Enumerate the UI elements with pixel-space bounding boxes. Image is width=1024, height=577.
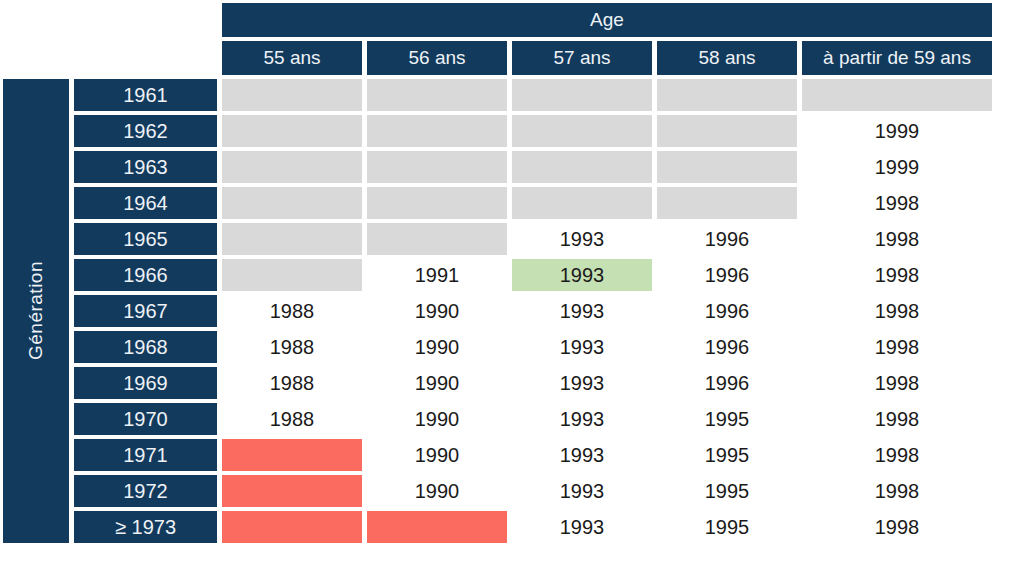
table-cell (367, 223, 507, 255)
column-header: 58 ans (657, 41, 797, 75)
table-cell (222, 223, 362, 255)
table-cell (367, 115, 507, 147)
table-cell: 1988 (222, 295, 362, 327)
row-label: 1965 (74, 223, 217, 255)
table-cell: 1991 (367, 259, 507, 291)
table-cell: 1998 (802, 367, 992, 399)
table-cell: 1990 (367, 367, 507, 399)
table-cell (367, 79, 507, 111)
row-label: 1972 (74, 475, 217, 507)
table-cell: 1993 (512, 331, 652, 363)
table-cell (367, 187, 507, 219)
table-cell: 1995 (657, 475, 797, 507)
table-cell (367, 151, 507, 183)
table-cell: 1995 (657, 439, 797, 471)
table-cell: 1998 (802, 223, 992, 255)
table-cell: 1990 (367, 439, 507, 471)
row-label: 1970 (74, 403, 217, 435)
row-label: ≥ 1973 (74, 511, 217, 543)
table-cell: 1996 (657, 367, 797, 399)
table-cell: 1999 (802, 115, 992, 147)
slide-canvas: Age Génération 55 ans56 ans57 ans58 ansà… (0, 0, 1024, 577)
table-cell: 1990 (367, 403, 507, 435)
table-cell (657, 187, 797, 219)
table-cell (512, 187, 652, 219)
table-cell (222, 511, 362, 543)
table-cell (657, 151, 797, 183)
table-cell: 1988 (222, 367, 362, 399)
row-label: 1971 (74, 439, 217, 471)
table-cell: 1998 (802, 475, 992, 507)
table-cell: 1990 (367, 295, 507, 327)
table-cell: 1993 (512, 439, 652, 471)
column-header: à partir de 59 ans (802, 41, 992, 75)
table-cell (657, 79, 797, 111)
table-cell (222, 475, 362, 507)
table-cell: 1990 (367, 475, 507, 507)
table-cell: 1996 (657, 295, 797, 327)
table-cell (222, 439, 362, 471)
row-label: 1961 (74, 79, 217, 111)
table-cell: 1999 (802, 151, 992, 183)
age-group-header: Age (222, 3, 992, 37)
table-cell: 1998 (802, 187, 992, 219)
table-cell: 1988 (222, 403, 362, 435)
table-cell (222, 79, 362, 111)
table-cell (512, 115, 652, 147)
table-cell: 1995 (657, 403, 797, 435)
table-cell (512, 79, 652, 111)
table-cell: 1996 (657, 223, 797, 255)
table-cell (222, 151, 362, 183)
table-cell: 1998 (802, 259, 992, 291)
row-label: 1964 (74, 187, 217, 219)
table-cell: 1993 (512, 511, 652, 543)
table-cell (802, 79, 992, 111)
row-label: 1967 (74, 295, 217, 327)
table-cell: 1998 (802, 511, 992, 543)
table-cell: 1998 (802, 331, 992, 363)
row-label: 1962 (74, 115, 217, 147)
table-cell: 1995 (657, 511, 797, 543)
table-cell (367, 511, 507, 543)
table-cell (512, 151, 652, 183)
table-cell (222, 259, 362, 291)
table-cell: 1993 (512, 475, 652, 507)
row-label: 1968 (74, 331, 217, 363)
table-cell: 1998 (802, 295, 992, 327)
column-header: 55 ans (222, 41, 362, 75)
table-cell: 1993 (512, 295, 652, 327)
table-cell: 1996 (657, 259, 797, 291)
table-cell: 1993 (512, 403, 652, 435)
column-header: 57 ans (512, 41, 652, 75)
table-cell: 1996 (657, 331, 797, 363)
row-label: 1963 (74, 151, 217, 183)
table-cell: 1993 (512, 367, 652, 399)
column-header: 56 ans (367, 41, 507, 75)
generation-axis-header: Génération (3, 79, 69, 543)
generation-axis-label: Génération (25, 261, 47, 360)
row-label: 1966 (74, 259, 217, 291)
table-cell (657, 115, 797, 147)
table-cell: 1998 (802, 403, 992, 435)
table-cell: 1993 (512, 259, 652, 291)
table-cell (222, 115, 362, 147)
table-cell: 1998 (802, 439, 992, 471)
table-cell (222, 187, 362, 219)
table-cell: 1988 (222, 331, 362, 363)
table-cell: 1993 (512, 223, 652, 255)
generation-age-table: Age Génération 55 ans56 ans57 ans58 ansà… (3, 3, 992, 543)
table-cell: 1990 (367, 331, 507, 363)
row-label: 1969 (74, 367, 217, 399)
